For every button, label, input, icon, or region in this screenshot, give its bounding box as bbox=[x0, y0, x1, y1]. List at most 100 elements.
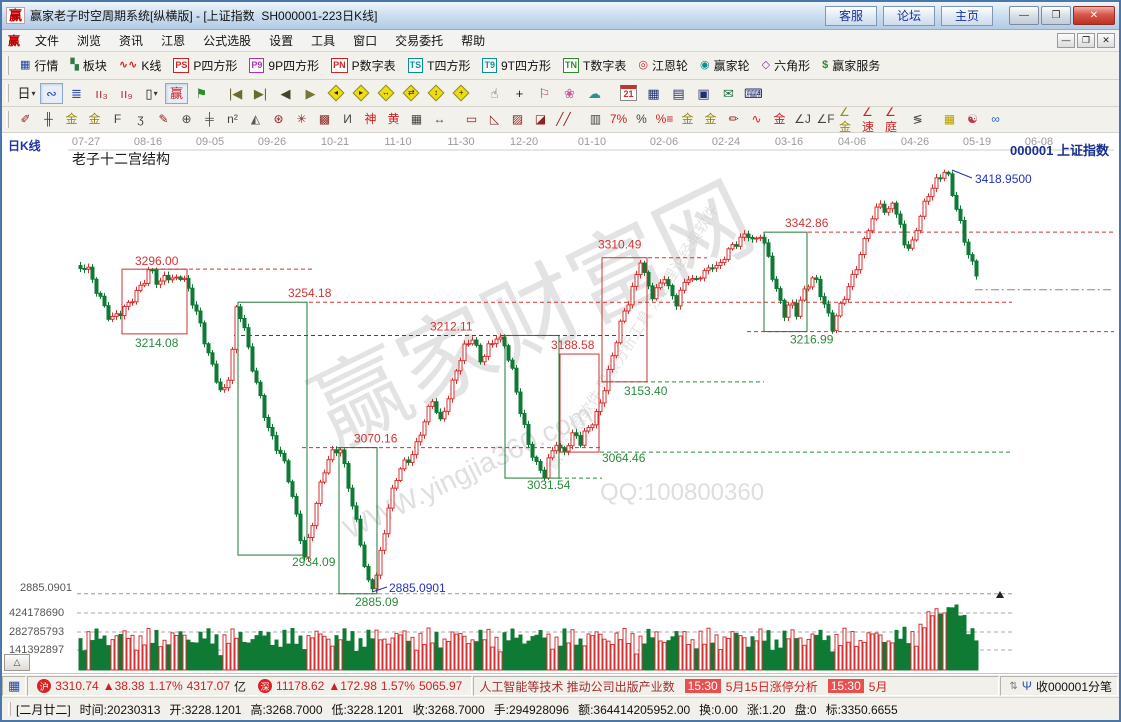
p-square-button[interactable]: PS P四方形 bbox=[167, 55, 243, 76]
draw-grid-125[interactable]: ▦ bbox=[406, 110, 427, 129]
notepad-button[interactable]: ▤ bbox=[667, 83, 690, 104]
flag-marker-button[interactable]: ⚐ bbox=[533, 83, 556, 104]
calculator-button[interactable]: ▦ bbox=[642, 83, 665, 104]
mdi-close-button[interactable]: ✕ bbox=[1097, 33, 1115, 48]
toolbar-grip[interactable] bbox=[6, 83, 9, 103]
gann-wheel-button[interactable]: ◎ 江恩轮 bbox=[632, 55, 694, 76]
draw-court-angle[interactable]: ∠庭 bbox=[884, 105, 905, 134]
menu-item[interactable]: 帮助 bbox=[461, 34, 486, 48]
p-number-table-button[interactable]: PN P数字表 bbox=[325, 55, 402, 76]
pan-hand-button[interactable]: ☝ bbox=[483, 83, 506, 104]
quotes-button[interactable]: ▦ 行情 bbox=[14, 55, 64, 76]
compress-h-button[interactable]: ⇄ bbox=[399, 83, 422, 104]
news-headline[interactable]: 人工智能等技术 推动公司出版产业数 bbox=[479, 679, 675, 694]
feed-segment[interactable]: ⇅ Ψ 收000001分笔 bbox=[999, 676, 1118, 696]
wave-3-button[interactable]: ıı₃ bbox=[90, 83, 113, 104]
draw-f-angle[interactable]: ∠F bbox=[815, 110, 836, 129]
news-headline-3[interactable]: 5月 bbox=[868, 679, 888, 694]
draw-percent[interactable]: % bbox=[631, 110, 652, 129]
chart-area[interactable]: 赢家财富网 WWW.yingjia360.com 赢家江恩软件 股票分析工具 江恩理… bbox=[2, 133, 1119, 674]
flower-button[interactable]: ❀ bbox=[558, 83, 581, 104]
quick-link-button[interactable]: 论坛 bbox=[883, 5, 935, 26]
draw-grid-web[interactable]: ▩ bbox=[314, 110, 335, 129]
sectors-button[interactable]: ▚ 板块 bbox=[64, 55, 112, 76]
draw-j-angle[interactable]: ∠J bbox=[792, 110, 813, 129]
close-button[interactable]: ✕ bbox=[1073, 6, 1115, 25]
expand-all-button[interactable]: + bbox=[449, 83, 472, 104]
t-number-table-button[interactable]: TN T数字表 bbox=[557, 55, 632, 76]
maximize-button[interactable]: ❐ bbox=[1041, 6, 1071, 25]
menu-item[interactable]: 江恩 bbox=[161, 34, 186, 48]
swing-box[interactable] bbox=[237, 301, 308, 556]
jump-end-button[interactable]: ▶| bbox=[249, 83, 272, 104]
draw-pen-tool[interactable]: ✐ bbox=[15, 110, 36, 129]
draw-wave-band[interactable]: ∿ bbox=[746, 110, 767, 129]
info-list-button[interactable]: ≣ bbox=[65, 83, 88, 104]
9t-square-button[interactable]: T9 9T四方形 bbox=[476, 55, 557, 76]
draw-fan-box[interactable]: ◪ bbox=[530, 110, 551, 129]
draw-zigzag[interactable]: ≶ bbox=[907, 110, 928, 129]
menu-item[interactable]: 资讯 bbox=[119, 34, 144, 48]
mdi-restore-button[interactable]: ❐ bbox=[1077, 33, 1095, 48]
shift-left-button[interactable]: ◂ bbox=[324, 83, 347, 104]
swing-box[interactable] bbox=[601, 257, 648, 383]
draw-mirror[interactable]: ◭ bbox=[245, 110, 266, 129]
draw-gold-lines[interactable]: 金 bbox=[700, 110, 721, 129]
draw-gold-ratio-a[interactable]: 金 bbox=[61, 110, 82, 129]
t-square-button[interactable]: TS T四方形 bbox=[402, 55, 477, 76]
draw-n-square[interactable]: n² bbox=[222, 110, 243, 129]
candle-style-button[interactable]: ▯ bbox=[140, 83, 163, 104]
quick-link-button[interactable]: 客服 bbox=[825, 5, 877, 26]
draw-percent-7[interactable]: 7% bbox=[608, 110, 629, 129]
period-day-button[interactable]: 日 bbox=[15, 83, 38, 104]
news-ticker-segment[interactable]: 人工智能等技术 推动公司出版产业数 15:30 5月15日涨停分析 15:30 … bbox=[473, 676, 999, 696]
menu-item[interactable]: 浏览 bbox=[77, 34, 102, 48]
scroll-left-button[interactable]: △ bbox=[4, 654, 30, 671]
menu-item[interactable]: 窗口 bbox=[353, 34, 378, 48]
draw-width-measure[interactable]: ↔ bbox=[429, 110, 450, 129]
lasso-select-button[interactable]: ∾ bbox=[40, 82, 63, 104]
hexagon-button[interactable]: ◇ 六角形 bbox=[756, 55, 816, 76]
swing-box[interactable] bbox=[121, 268, 188, 335]
menu-item[interactable]: 公式选股 bbox=[203, 34, 252, 48]
tick-feed-label[interactable]: 收000001分笔 bbox=[1035, 679, 1112, 694]
draw-gold-angle[interactable]: ∠金 bbox=[838, 105, 859, 134]
draw-ray-fan[interactable]: ◺ bbox=[484, 110, 505, 129]
draw-hatch-box[interactable]: ▨ bbox=[507, 110, 528, 129]
menu-item[interactable]: 工具 bbox=[311, 34, 336, 48]
draw-price-pen[interactable]: ✏ bbox=[723, 110, 744, 129]
draw-gold-ratio-b[interactable]: 金 bbox=[84, 110, 105, 129]
draw-infinity[interactable]: ∞ bbox=[985, 110, 1006, 129]
draw-cycle-ruler[interactable]: ╪ bbox=[199, 110, 220, 129]
winner-wheel-button[interactable]: ◉ 赢家轮 bbox=[694, 55, 756, 76]
step-forward-button[interactable]: ▶ bbox=[299, 83, 322, 104]
winner-service-button[interactable]: $ 赢家服务 bbox=[816, 55, 886, 76]
cloud-button[interactable]: ☁ bbox=[583, 83, 606, 104]
terminal-button[interactable]: ⌨ bbox=[742, 83, 765, 104]
swing-box[interactable] bbox=[559, 353, 600, 453]
menu-item[interactable]: 交易委托 bbox=[395, 34, 444, 48]
wave-9-button[interactable]: ıı₉ bbox=[115, 83, 138, 104]
9p-square-button[interactable]: P9 9P四方形 bbox=[243, 55, 325, 76]
draw-star-web[interactable]: ✳ bbox=[291, 110, 312, 129]
swing-box[interactable] bbox=[504, 334, 560, 479]
swing-box[interactable] bbox=[338, 447, 378, 595]
draw-god-cycle[interactable]: 神 bbox=[360, 110, 381, 129]
crosshair-button[interactable]: + bbox=[508, 83, 531, 104]
transfer-button[interactable]: ✉ bbox=[717, 83, 740, 104]
draw-angle-pen[interactable]: ✎ bbox=[153, 110, 174, 129]
expand-h-button[interactable]: ↔ bbox=[374, 83, 397, 104]
draw-gold-circle[interactable]: 金 bbox=[677, 110, 698, 129]
draw-wave-mark[interactable]: И bbox=[337, 110, 358, 129]
expand-v-button[interactable]: ↕ bbox=[424, 83, 447, 104]
menu-item[interactable]: 设置 bbox=[269, 34, 294, 48]
draw-spiral[interactable]: ʒ bbox=[130, 110, 151, 129]
toolbar-grip[interactable] bbox=[6, 110, 9, 129]
draw-parallel[interactable]: ╱╱ bbox=[553, 110, 574, 129]
draw-gold-underline[interactable]: 金 bbox=[769, 110, 790, 129]
swing-box[interactable] bbox=[763, 231, 808, 333]
jump-start-button[interactable]: |◀ bbox=[224, 83, 247, 104]
mdi-minimize-button[interactable]: — bbox=[1057, 33, 1075, 48]
minimize-button[interactable]: — bbox=[1009, 6, 1039, 25]
title-bar[interactable]: 赢 赢家老子时空周期系统[纵横版] - [上证指数 SH000001-223日K… bbox=[2, 2, 1119, 30]
